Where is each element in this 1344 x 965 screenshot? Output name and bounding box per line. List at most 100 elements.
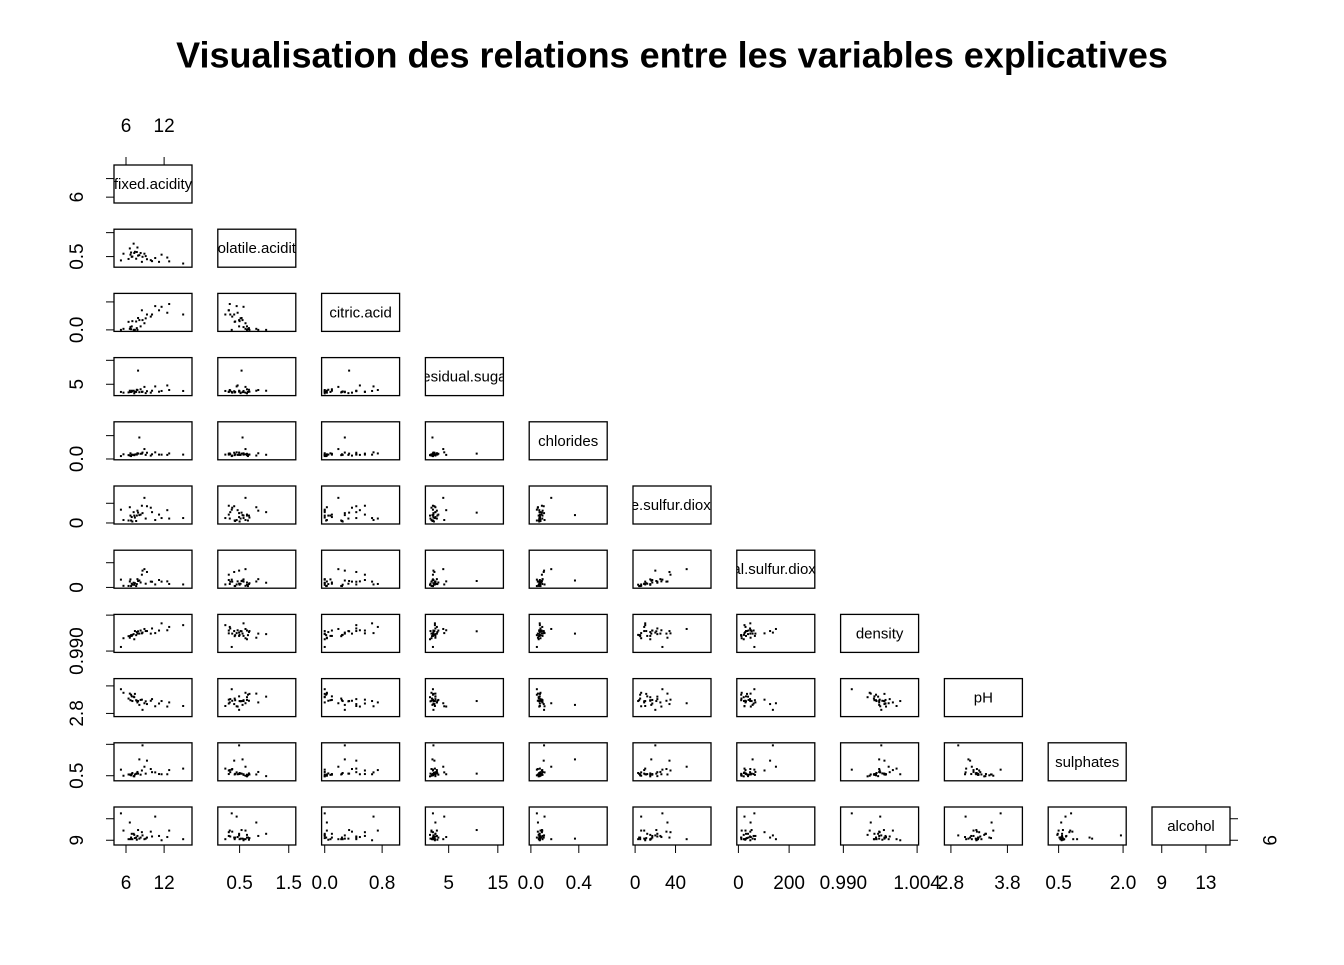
point	[430, 697, 433, 700]
point	[540, 630, 543, 633]
point	[265, 832, 268, 835]
point	[255, 692, 258, 695]
x-tick-label: 2.0	[1110, 873, 1136, 894]
point	[136, 328, 139, 331]
scatter-panel	[839, 806, 920, 846]
point	[540, 511, 543, 514]
point	[158, 453, 161, 456]
point	[149, 830, 152, 833]
point	[138, 391, 141, 394]
point	[327, 514, 330, 517]
point	[753, 699, 756, 702]
point	[1069, 829, 1072, 832]
point	[246, 693, 249, 696]
x-tick-label: 200	[773, 873, 805, 894]
x-tick-label: 15	[487, 873, 508, 894]
point	[877, 832, 880, 835]
point	[323, 511, 326, 514]
point	[337, 765, 340, 768]
point	[240, 369, 243, 372]
point	[881, 838, 884, 841]
point	[743, 704, 746, 707]
point	[984, 832, 987, 835]
point	[745, 772, 748, 775]
point	[244, 584, 247, 587]
point	[231, 506, 234, 509]
point	[228, 701, 231, 704]
point	[245, 696, 248, 699]
point	[878, 768, 881, 771]
point	[139, 836, 142, 839]
panel-frame	[113, 356, 193, 397]
point	[429, 772, 432, 775]
point	[656, 775, 659, 778]
point	[141, 569, 144, 572]
point	[132, 581, 135, 584]
point	[651, 579, 654, 582]
point	[543, 512, 546, 515]
point	[130, 516, 133, 519]
scatter-panel	[217, 613, 297, 654]
point	[337, 702, 340, 705]
point	[540, 581, 543, 584]
point	[158, 629, 161, 632]
point	[238, 319, 241, 322]
point	[666, 773, 669, 776]
point	[247, 699, 250, 702]
point	[539, 698, 542, 701]
point	[431, 836, 434, 839]
point	[135, 699, 138, 702]
point	[740, 699, 743, 702]
y-tick-label: 9	[1258, 835, 1279, 846]
point	[229, 698, 232, 701]
point	[343, 834, 346, 837]
point	[122, 252, 125, 255]
point	[880, 708, 883, 711]
point	[646, 634, 649, 637]
point	[144, 317, 147, 320]
scatter-panel	[217, 806, 297, 846]
panel-frame	[424, 677, 505, 718]
point	[539, 627, 542, 630]
point	[166, 580, 169, 583]
point	[323, 578, 326, 581]
point	[744, 769, 747, 772]
scatter-panel	[424, 742, 505, 782]
point	[884, 698, 887, 701]
point	[139, 773, 142, 776]
point	[975, 772, 978, 775]
point	[656, 698, 659, 701]
point	[343, 632, 346, 635]
point	[431, 768, 434, 771]
x-tick-label: 6	[121, 873, 132, 894]
point	[325, 773, 328, 776]
point	[895, 838, 898, 841]
point	[742, 633, 745, 636]
point	[235, 305, 238, 308]
point	[747, 773, 750, 776]
point	[127, 584, 130, 587]
point	[638, 634, 641, 637]
point	[128, 454, 131, 457]
scatter-panel	[217, 356, 297, 397]
point	[143, 385, 146, 388]
point	[135, 631, 138, 634]
point	[323, 695, 326, 698]
point	[372, 519, 375, 522]
point	[535, 634, 538, 637]
chart-title: Visualisation des relations entre les va…	[176, 35, 1168, 76]
point	[168, 829, 171, 832]
point	[265, 511, 268, 514]
point	[343, 579, 346, 582]
panel-frame	[113, 228, 193, 268]
point	[242, 326, 245, 329]
point	[430, 637, 433, 640]
point	[655, 772, 658, 775]
y-tick-label: 0.0	[67, 446, 88, 472]
point	[573, 579, 576, 582]
point	[434, 773, 437, 776]
scatter-panel	[528, 613, 608, 654]
scatter-panel	[528, 677, 608, 718]
point	[541, 701, 544, 704]
point	[160, 839, 163, 842]
